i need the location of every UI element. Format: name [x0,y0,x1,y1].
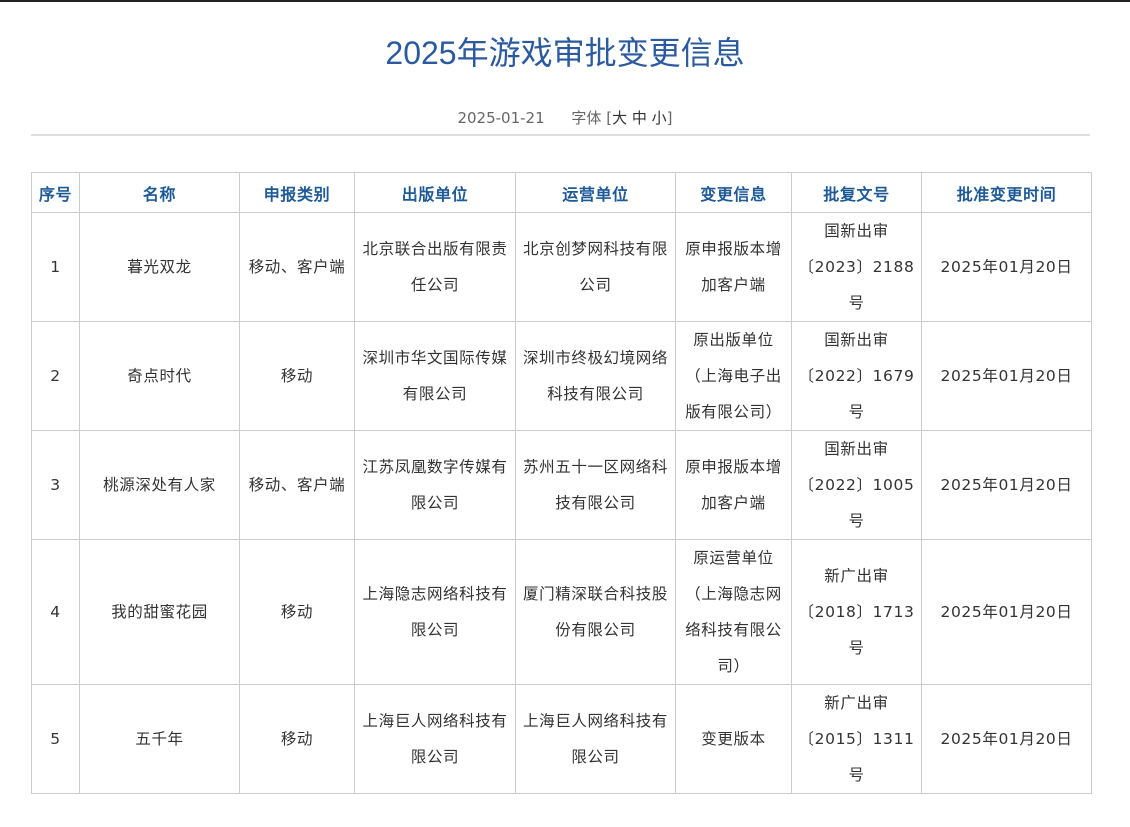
cell-index: 1 [31,212,80,322]
top-border [0,0,1130,2]
cell-change-info: 原申报版本增加客户端 [675,430,792,540]
header-category: 申报类别 [239,172,355,213]
page-title: 2025年游戏审批变更信息 [385,35,745,71]
cell-approval-number: 新广出审 〔2015〕1311 号 [791,684,922,794]
table-row: 1 暮光双龙 移动、客户端 北京联合出版有限责任公司 北京创梦网科技有限公司 原申报版本增… [31,212,1092,322]
font-size-small[interactable]: 小 [651,109,667,127]
cell-publisher: 上海隐志网络科技有限公司 [354,539,516,685]
header-index: 序号 [31,172,80,213]
header-approval-number: 批复文号 [791,172,922,213]
article-meta: 2025-01-21 字体 [大 中 小] [0,107,1130,128]
table-row: 3 桃源深处有人家 移动、客户端 江苏凤凰数字传媒有限公司 苏州五十一区网络科技有限公司… [31,430,1092,540]
cell-category: 移动、客户端 [239,212,355,322]
header-name: 名称 [79,172,240,213]
cell-publisher: 江苏凤凰数字传媒有限公司 [354,430,516,540]
font-size-medium[interactable]: 中 [631,109,647,127]
cell-change-info: 变更版本 [675,684,792,794]
cell-operator: 上海巨人网络科技有限公司 [515,684,676,794]
cell-approval-date: 2025年01月20日 [921,321,1092,431]
cell-publisher: 北京联合出版有限责任公司 [354,212,516,322]
cell-change-info: 原运营单位（上海隐志网络科技有限公司） [675,539,792,685]
font-size-control: 字体 [大 中 小] [571,109,673,127]
cell-category: 移动 [239,684,355,794]
cell-approval-number: 国新出审 〔2023〕2188 号 [791,212,922,322]
cell-change-info: 原出版单位（上海电子出版有限公司） [675,321,792,431]
cell-approval-date: 2025年01月20日 [921,430,1092,540]
header-operator: 运营单位 [515,172,676,213]
header-publisher: 出版单位 [354,172,516,213]
cell-index: 5 [31,684,80,794]
cell-index: 3 [31,430,80,540]
table-row: 2 奇点时代 移动 深圳市华文国际传媒有限公司 深圳市终极幻境网络科技有限公司 原出版单位… [31,321,1092,431]
cell-operator: 苏州五十一区网络科技有限公司 [515,430,676,540]
cell-approval-date: 2025年01月20日 [921,539,1092,685]
header-approval-date: 批准变更时间 [921,172,1092,213]
cell-index: 4 [31,539,80,685]
approval-change-table: 序号 名称 申报类别 出版单位 运营单位 变更信息 批复文号 批准变更时间 1 暮光双龙 移动、客… [31,172,1092,794]
cell-approval-date: 2025年01月20日 [921,684,1092,794]
cell-change-info: 原申报版本增加客户端 [675,212,792,322]
publish-date: 2025-01-21 [457,109,545,127]
cell-publisher: 上海巨人网络科技有限公司 [354,684,516,794]
cell-approval-date: 2025年01月20日 [921,212,1092,322]
table-header-row: 序号 名称 申报类别 出版单位 运营单位 变更信息 批复文号 批准变更时间 [31,172,1092,213]
divider [31,134,1090,136]
cell-operator: 厦门精深联合科技股份有限公司 [515,539,676,685]
cell-category: 移动、客户端 [239,430,355,540]
cell-approval-number: 国新出审 〔2022〕1005 号 [791,430,922,540]
cell-approval-number: 国新出审 〔2022〕1679 号 [791,321,922,431]
cell-name: 五千年 [79,684,240,794]
cell-name: 暮光双龙 [79,212,240,322]
font-size-large[interactable]: 大 [612,109,628,127]
font-size-label: 字体 [571,109,602,127]
cell-category: 移动 [239,539,355,685]
header-change-info: 变更信息 [675,172,792,213]
cell-category: 移动 [239,321,355,431]
cell-index: 2 [31,321,80,431]
cell-name: 奇点时代 [79,321,240,431]
cell-approval-number: 新广出审 〔2018〕1713 号 [791,539,922,685]
cell-publisher: 深圳市华文国际传媒有限公司 [354,321,516,431]
cell-name: 我的甜蜜花园 [79,539,240,685]
table-row: 5 五千年 移动 上海巨人网络科技有限公司 上海巨人网络科技有限公司 变更版本 新广出审 〔… [31,684,1092,794]
cell-operator: 深圳市终极幻境网络科技有限公司 [515,321,676,431]
cell-operator: 北京创梦网科技有限公司 [515,212,676,322]
cell-name: 桃源深处有人家 [79,430,240,540]
table-row: 4 我的甜蜜花园 移动 上海隐志网络科技有限公司 厦门精深联合科技股份有限公司 原运营单位… [31,539,1092,685]
